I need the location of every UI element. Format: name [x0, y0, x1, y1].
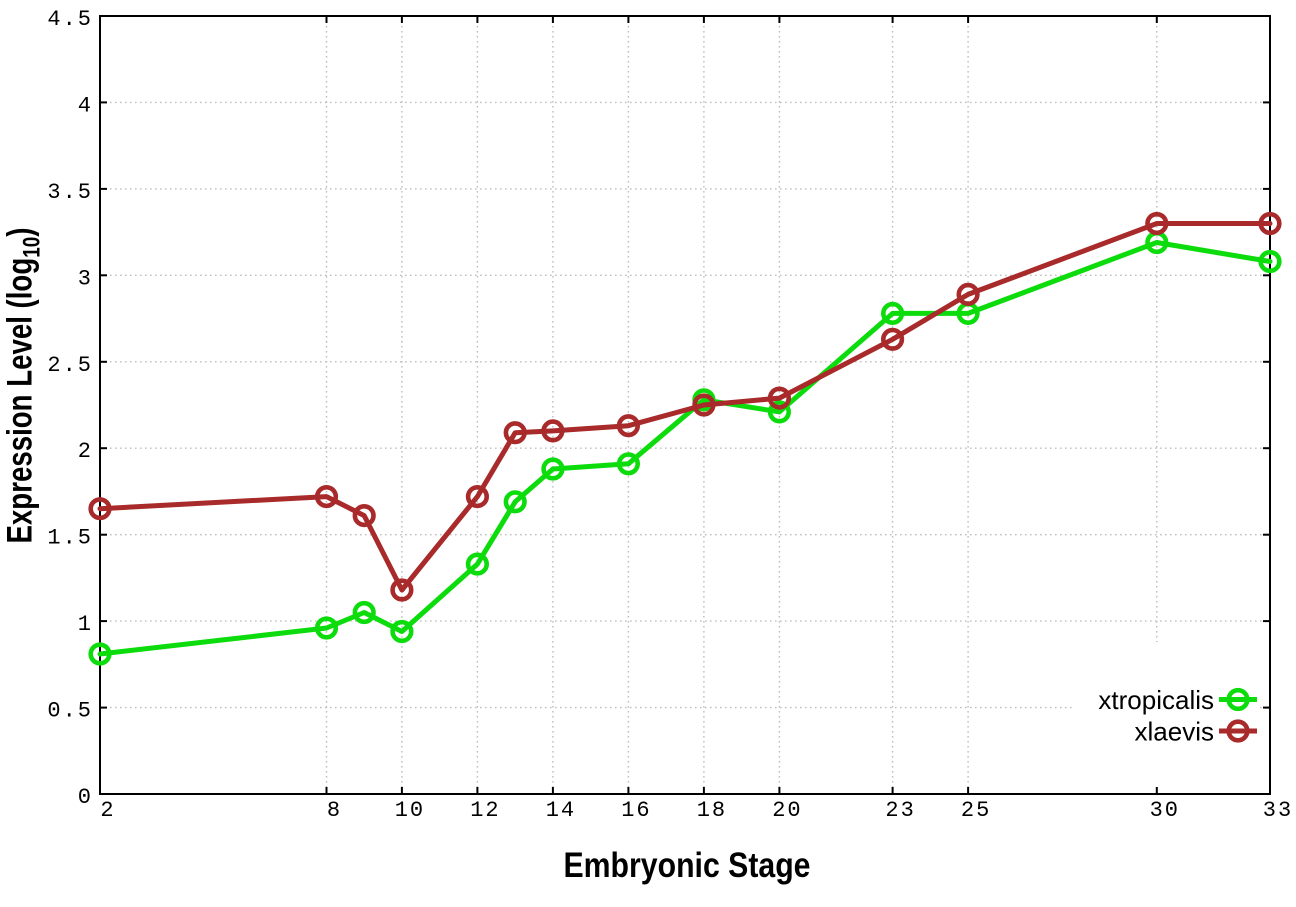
- svg-text:4: 4: [78, 93, 93, 118]
- svg-text:14: 14: [546, 798, 576, 823]
- svg-text:1.5: 1.5: [47, 526, 93, 551]
- svg-text:Embryonic Stage: Embryonic Stage: [564, 846, 811, 885]
- svg-text:0: 0: [78, 785, 93, 810]
- svg-text:2: 2: [100, 798, 115, 823]
- svg-text:3: 3: [78, 266, 93, 291]
- svg-text:18: 18: [697, 798, 727, 823]
- svg-text:0.5: 0.5: [47, 699, 93, 724]
- svg-text:2.5: 2.5: [47, 353, 93, 378]
- svg-text:16: 16: [621, 798, 651, 823]
- svg-text:2: 2: [78, 439, 93, 464]
- svg-text:3.5: 3.5: [47, 180, 93, 205]
- svg-text:23: 23: [885, 798, 915, 823]
- svg-text:30: 30: [1150, 798, 1180, 823]
- svg-text:xtropicalis: xtropicalis: [1098, 685, 1214, 715]
- svg-text:12: 12: [470, 798, 500, 823]
- svg-text:Expression Level (log10): Expression Level (log10): [1, 228, 46, 544]
- svg-text:1: 1: [78, 612, 93, 637]
- svg-text:8: 8: [327, 798, 342, 823]
- svg-text:20: 20: [772, 798, 802, 823]
- svg-text:25: 25: [961, 798, 991, 823]
- svg-text:33: 33: [1263, 798, 1293, 823]
- svg-text:4.5: 4.5: [47, 7, 93, 32]
- svg-text:xlaevis: xlaevis: [1135, 717, 1214, 747]
- svg-text:10: 10: [395, 798, 425, 823]
